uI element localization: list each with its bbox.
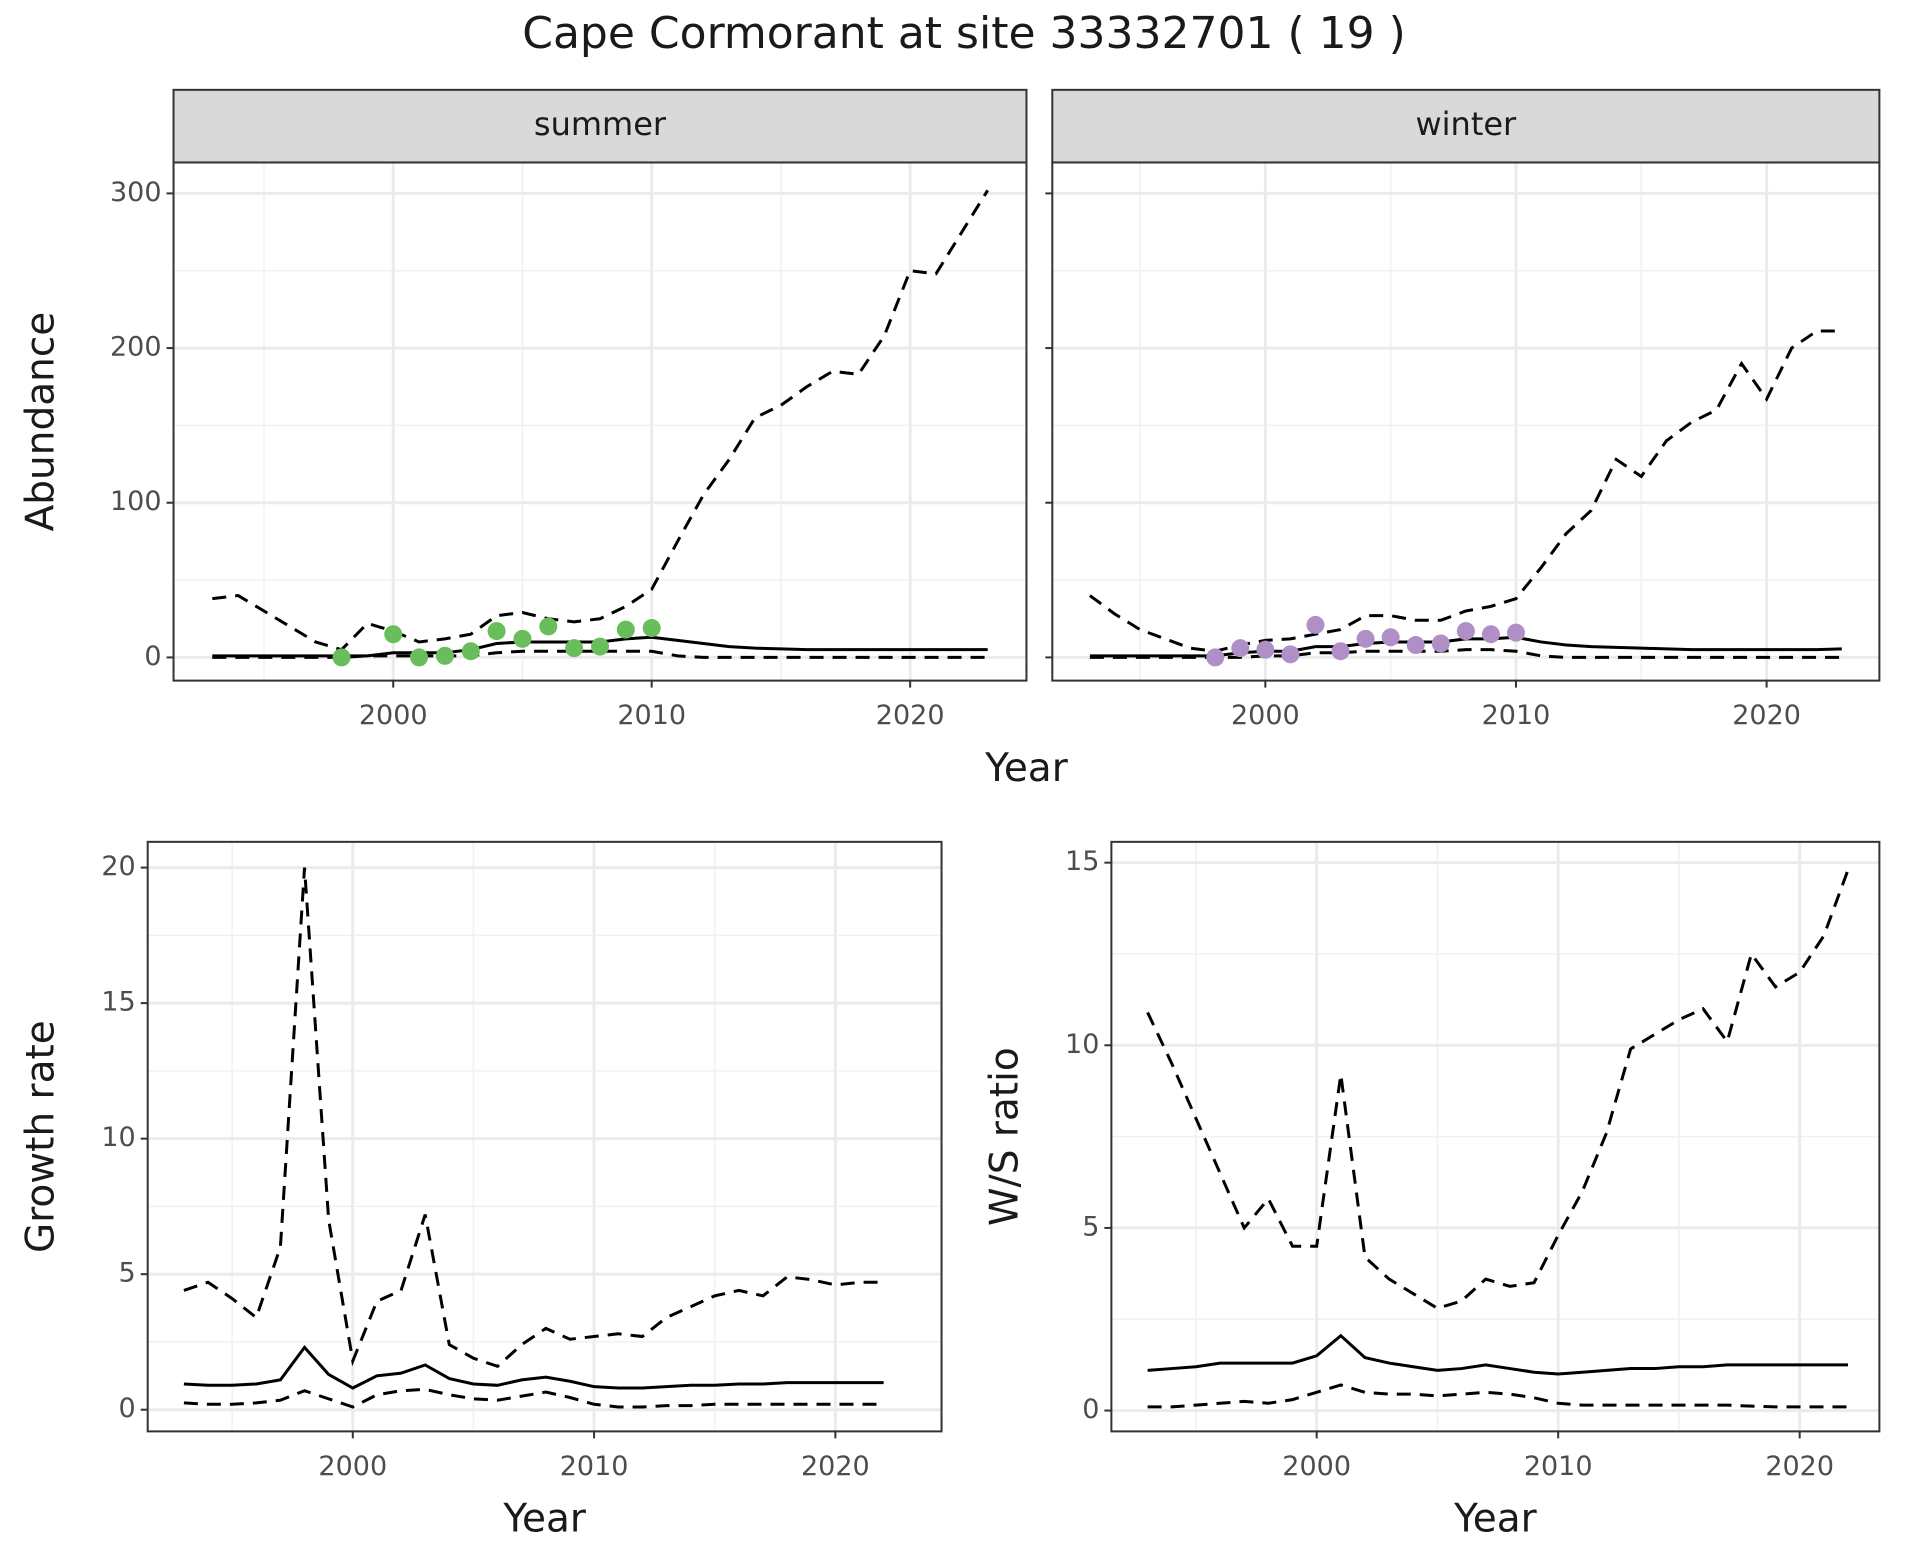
x-axis-label: Year xyxy=(502,1497,587,1542)
strip-label: summer xyxy=(534,105,667,143)
data-point xyxy=(1331,642,1350,661)
x-tick-label: 2000 xyxy=(1282,1451,1351,1482)
x-tick-label: 2020 xyxy=(876,700,945,731)
data-point xyxy=(1306,615,1325,634)
y-tick-label: 10 xyxy=(1065,1029,1099,1060)
x-tick-label: 2010 xyxy=(1482,700,1551,731)
y-tick-label: 0 xyxy=(144,641,161,672)
y-axis-label: Abundance xyxy=(19,312,64,532)
median-line xyxy=(1147,1333,1848,1376)
x-axis-label: Year xyxy=(1453,1497,1538,1542)
data-point xyxy=(1381,628,1400,647)
figure-title: Cape Cormorant at site 33332701 ( 19 ) xyxy=(522,8,1405,59)
data-point xyxy=(539,617,558,636)
data-point xyxy=(642,619,661,638)
data-point xyxy=(384,625,403,644)
median-line xyxy=(183,1344,884,1390)
x-tick-label: 2000 xyxy=(318,1451,387,1482)
interval-line xyxy=(1146,869,1850,1310)
data-point xyxy=(1431,634,1450,653)
panel-border xyxy=(1110,840,1881,1433)
data-point xyxy=(410,648,429,667)
data-point xyxy=(1506,623,1525,642)
data-point xyxy=(616,620,635,639)
panel-background xyxy=(147,841,942,1432)
y-tick-label: 0 xyxy=(1082,1394,1099,1425)
data-point xyxy=(1256,640,1275,659)
data-point xyxy=(487,622,506,641)
x-axis-label: Year xyxy=(984,746,1069,791)
x-tick-label: 2010 xyxy=(617,700,686,731)
y-axis-label: Growth rate xyxy=(19,1020,64,1253)
y-tick-label: 15 xyxy=(101,987,135,1018)
data-point xyxy=(565,639,584,658)
data-point xyxy=(1206,648,1225,667)
interval-line xyxy=(1147,1383,1848,1409)
panel-background xyxy=(1052,162,1880,681)
data-point xyxy=(1481,625,1500,644)
panel-background xyxy=(173,162,1027,681)
panel-border xyxy=(146,840,943,1433)
strip-label: winter xyxy=(1415,105,1517,143)
strip-background xyxy=(1051,88,1881,164)
x-tick-label: 2010 xyxy=(1524,1451,1593,1482)
y-tick-label: 10 xyxy=(101,1122,135,1153)
interval-line xyxy=(212,649,988,659)
data-point xyxy=(1356,629,1375,648)
y-axis-label: W/S ratio xyxy=(982,1047,1027,1226)
interval-line xyxy=(183,867,884,1369)
data-point xyxy=(461,642,480,661)
y-tick-label: 0 xyxy=(119,1393,136,1424)
y-tick-label: 100 xyxy=(110,486,162,517)
strip-background xyxy=(172,88,1028,164)
y-tick-label: 15 xyxy=(1065,846,1099,877)
data-point xyxy=(1456,622,1475,641)
x-tick-label: 2020 xyxy=(1765,1451,1834,1482)
x-tick-label: 2010 xyxy=(560,1451,629,1482)
y-tick-label: 200 xyxy=(110,332,162,363)
data-point xyxy=(1281,645,1300,664)
interval-line xyxy=(183,1387,884,1409)
data-point xyxy=(591,637,609,656)
x-tick-label: 2000 xyxy=(359,700,428,731)
data-point xyxy=(332,648,351,667)
x-tick-label: 2020 xyxy=(801,1451,870,1482)
data-point xyxy=(435,646,454,665)
y-tick-label: 300 xyxy=(110,177,162,208)
data-point xyxy=(1406,636,1425,655)
y-tick-label: 5 xyxy=(1082,1211,1099,1242)
x-tick-label: 2000 xyxy=(1231,700,1300,731)
y-tick-label: 20 xyxy=(101,851,135,882)
x-tick-label: 2020 xyxy=(1732,700,1801,731)
data-point xyxy=(1231,639,1250,658)
y-tick-label: 5 xyxy=(119,1258,136,1289)
data-point xyxy=(513,629,532,648)
